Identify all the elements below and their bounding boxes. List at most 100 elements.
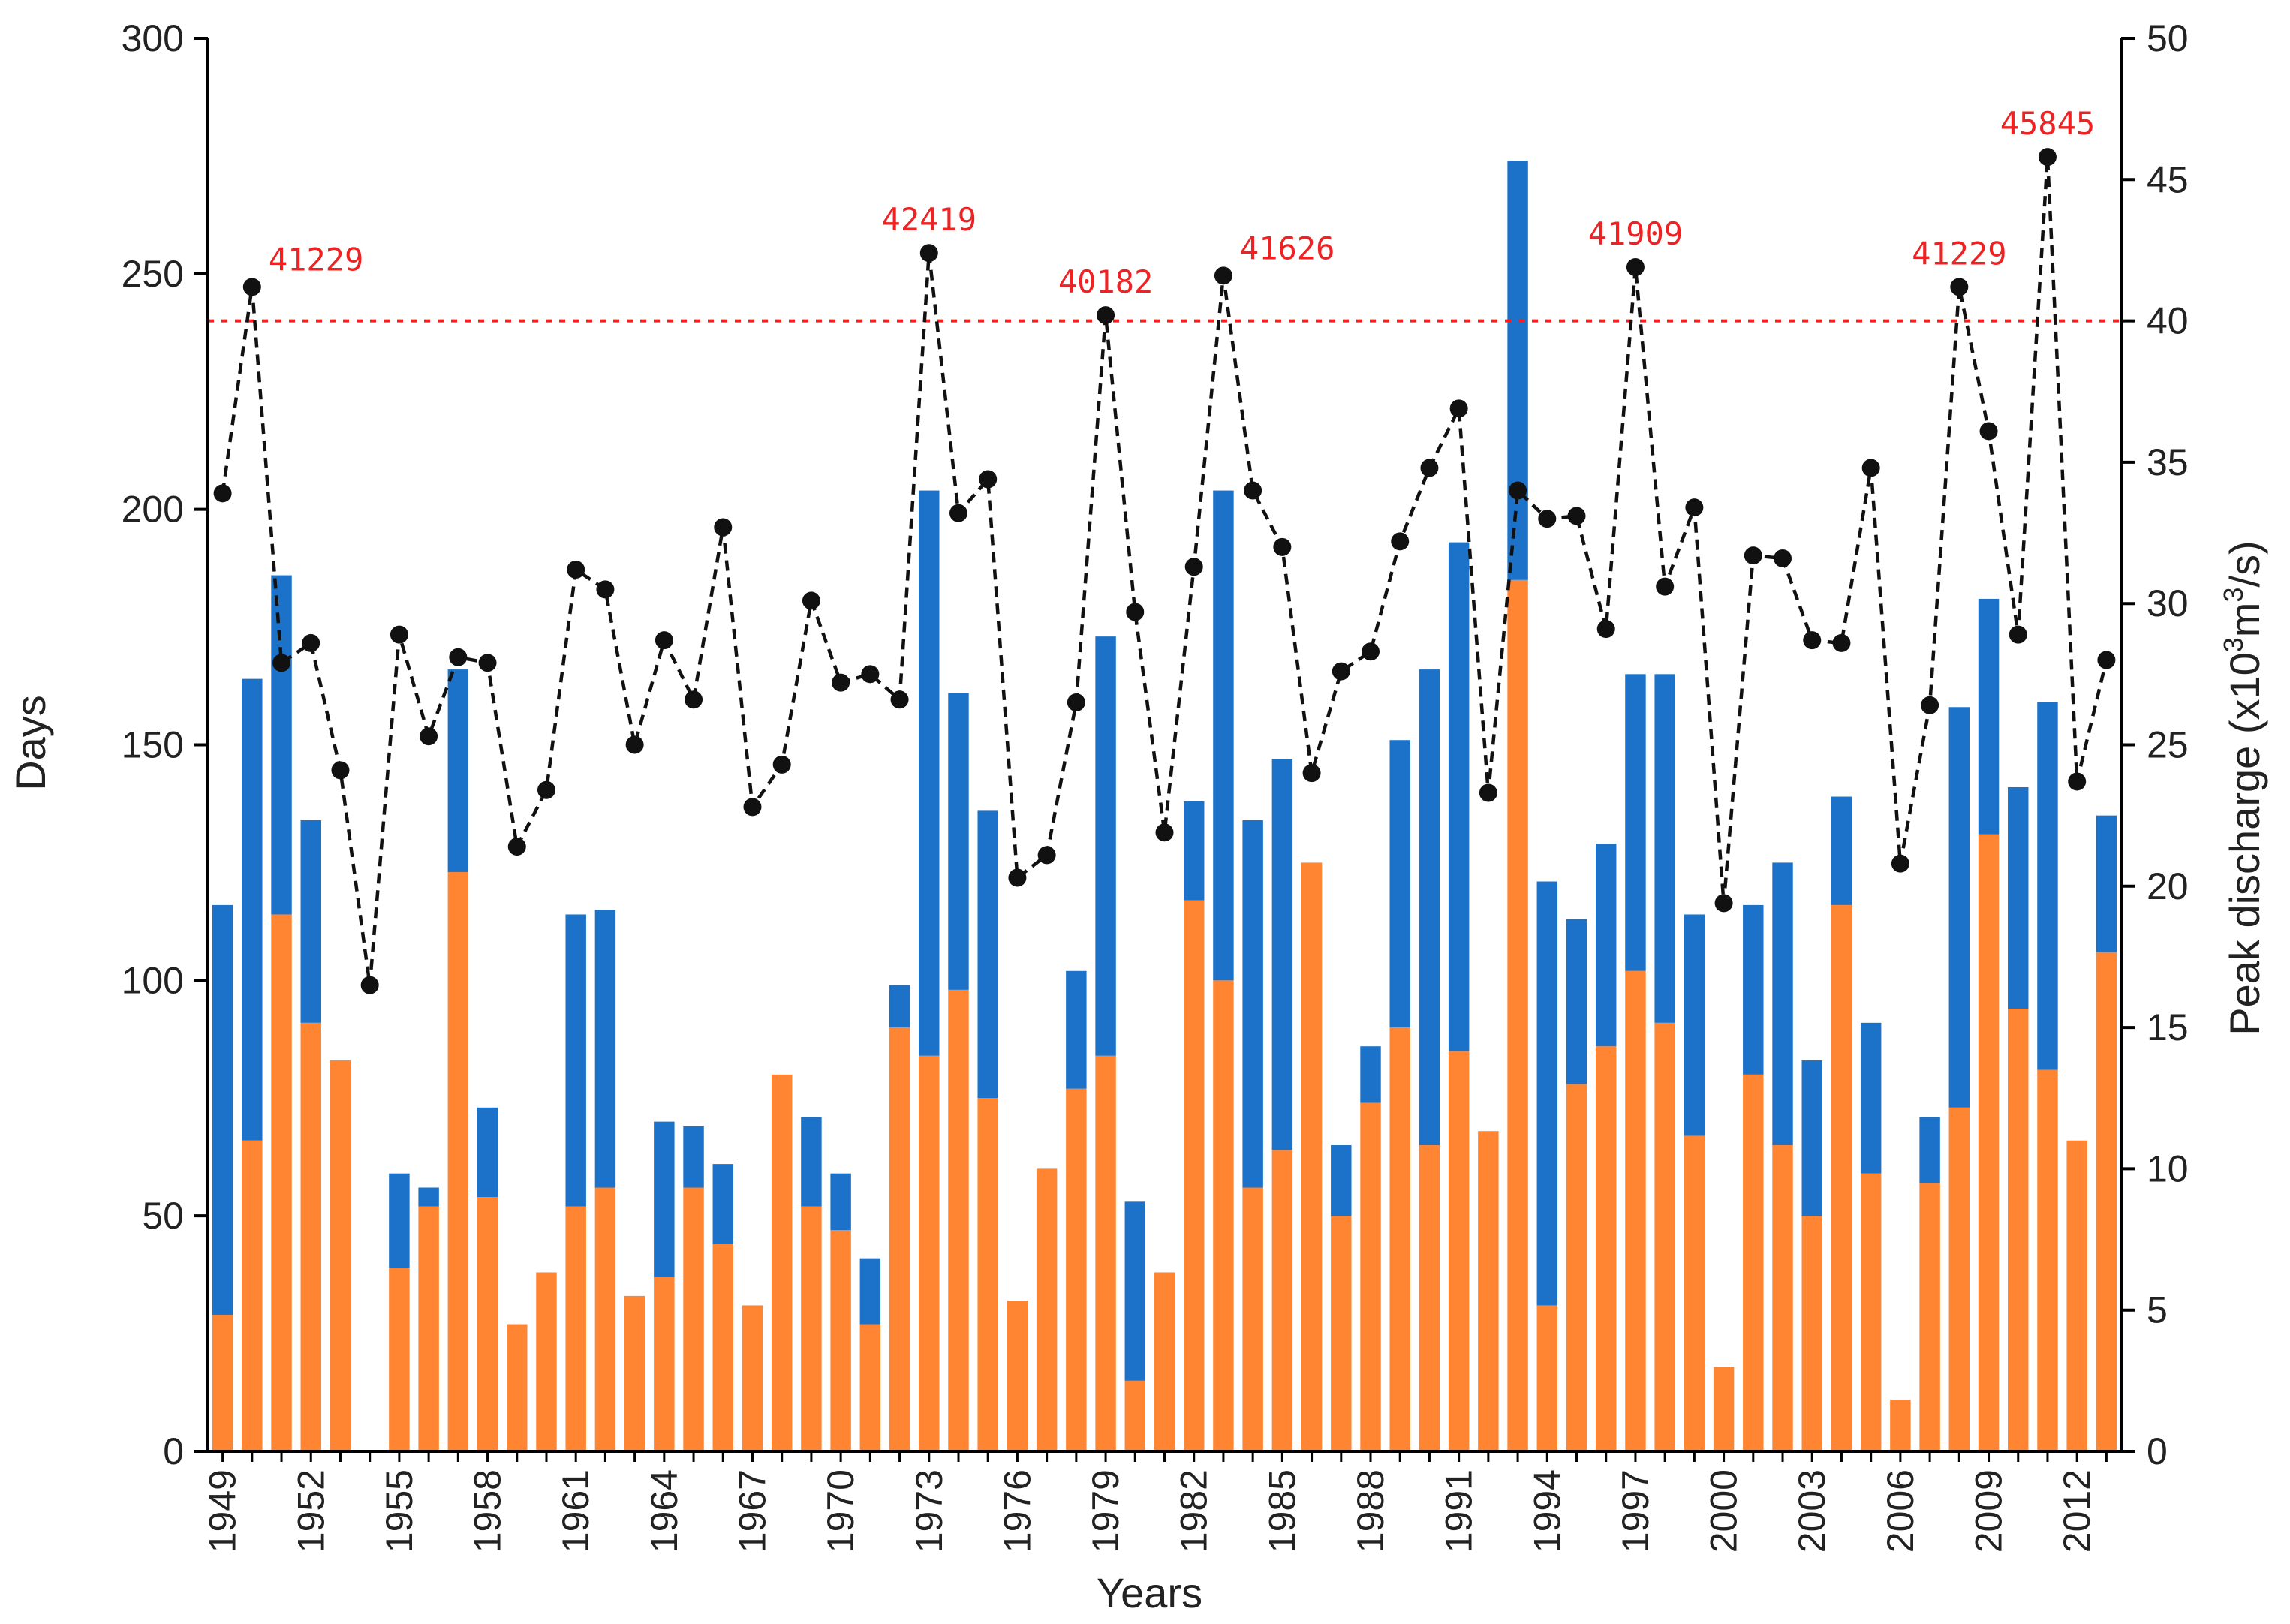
bar-orange-1956 — [418, 1206, 439, 1451]
bar-blue-1957 — [447, 669, 469, 872]
peak-point-1996 — [1596, 620, 1615, 639]
left-tick-label: 200 — [122, 489, 184, 531]
bar-orange-1981 — [1154, 1272, 1175, 1451]
bar-blue-1962 — [594, 910, 616, 1188]
peak-point-1956 — [420, 727, 438, 746]
bar-blue-1956 — [418, 1187, 439, 1207]
peak-point-1998 — [1656, 577, 1675, 596]
peak-point-1971 — [861, 665, 880, 684]
bar-blue-2008 — [1948, 707, 1970, 1108]
bar-blue-1955 — [389, 1173, 410, 1268]
peak-point-1994 — [1538, 510, 1557, 528]
bar-blue-2010 — [2008, 786, 2029, 1009]
bar-orange-1969 — [801, 1206, 822, 1451]
axes-group — [194, 37, 2135, 1462]
right-tick-label: 10 — [2147, 1147, 2189, 1189]
bar-orange-2012 — [2066, 1140, 2087, 1451]
peak-annotation-1973: 42419 — [882, 201, 976, 238]
bar-blue-1972 — [889, 985, 910, 1028]
x-tick-label: 2009 — [1968, 1469, 2010, 1553]
bar-orange-1971 — [859, 1324, 881, 1451]
bar-blue-1966 — [712, 1164, 733, 1244]
bar-orange-2005 — [1860, 1173, 1882, 1451]
bar-blue-2005 — [1860, 1022, 1882, 1174]
bar-blue-1991 — [1448, 542, 1470, 1051]
peak-line-group — [213, 148, 2116, 994]
bar-orange-1990 — [1419, 1145, 1440, 1451]
bar-orange-1961 — [565, 1206, 586, 1451]
label-part: Peak discharge (x10 — [2221, 652, 2268, 1036]
superscript: 3 — [2218, 637, 2249, 652]
right-tick-label: 45 — [2147, 158, 2189, 200]
right-tick-label: 50 — [2147, 17, 2189, 59]
bar-orange-1963 — [624, 1295, 645, 1451]
bar-orange-2000 — [1713, 1367, 1735, 1451]
bar-orange-1998 — [1654, 1022, 1675, 1451]
bar-orange-1976 — [1007, 1301, 1028, 1451]
peak-point-2008 — [1950, 278, 1969, 296]
peak-annotation-1979: 40182 — [1058, 263, 1153, 300]
peak-point-1961 — [567, 561, 585, 579]
bar-orange-1984 — [1242, 1187, 1263, 1451]
bar-orange-2007 — [1919, 1183, 1940, 1451]
bar-blue-1995 — [1566, 919, 1587, 1084]
bar-blue-2002 — [1772, 862, 1793, 1146]
peak-point-1995 — [1567, 507, 1586, 525]
bar-orange-1975 — [977, 1098, 998, 1451]
bar-orange-1988 — [1360, 1102, 1381, 1451]
x-tick-label: 1964 — [643, 1469, 685, 1553]
bar-orange-1995 — [1566, 1084, 1587, 1451]
bar-blue-1970 — [830, 1173, 851, 1230]
bar-orange-1972 — [889, 1027, 910, 1451]
bar-blue-1982 — [1183, 801, 1205, 901]
bar-orange-1974 — [948, 989, 969, 1451]
bar-blue-1997 — [1625, 674, 1646, 971]
left-tick-label: 250 — [122, 253, 184, 295]
peak-point-2010 — [2009, 625, 2027, 644]
bar-orange-1977 — [1036, 1168, 1058, 1451]
peak-annotation-2008: 41229 — [1912, 235, 2006, 272]
peak-point-2011 — [2038, 148, 2057, 167]
bar-orange-1955 — [389, 1268, 410, 1451]
peak-point-1959 — [507, 838, 526, 856]
bar-orange-2002 — [1772, 1145, 1793, 1451]
peak-point-1997 — [1626, 258, 1645, 277]
x-tick-label: 1958 — [467, 1469, 509, 1553]
peak-point-2007 — [1921, 696, 1939, 714]
left-tick-label: 150 — [122, 724, 184, 766]
bar-orange-1993 — [1507, 579, 1528, 1451]
bar-blue-1999 — [1684, 914, 1705, 1136]
x-tick-label: 1961 — [555, 1469, 597, 1553]
bar-orange-1949 — [212, 1314, 233, 1451]
peak-point-2006 — [1891, 854, 1909, 873]
bar-blue-1961 — [565, 914, 586, 1207]
peak-point-1960 — [537, 780, 555, 799]
peak-point-1984 — [1244, 481, 1262, 500]
superscript: 3 — [2218, 587, 2249, 602]
bar-orange-1987 — [1331, 1216, 1352, 1451]
left-tick-label: 300 — [122, 17, 184, 59]
bar-orange-1982 — [1183, 900, 1205, 1451]
x-tick-label: 1967 — [731, 1469, 773, 1553]
bar-blue-1993 — [1507, 161, 1528, 580]
peak-point-1957 — [449, 648, 468, 666]
peak-point-2003 — [1803, 631, 1822, 650]
bar-blue-1984 — [1242, 820, 1263, 1188]
peak-point-1966 — [714, 518, 733, 537]
bar-orange-2001 — [1743, 1074, 1764, 1451]
peak-point-1968 — [772, 755, 791, 774]
bar-blue-1990 — [1419, 669, 1440, 1146]
bar-blue-1983 — [1213, 490, 1234, 981]
right-tick-label: 30 — [2147, 582, 2189, 624]
bar-orange-1986 — [1301, 862, 1323, 1451]
peak-point-1980 — [1126, 603, 1145, 621]
bar-orange-2010 — [2008, 1008, 2029, 1451]
peak-point-1987 — [1332, 662, 1350, 681]
bar-orange-2011 — [2037, 1069, 2058, 1451]
bar-orange-2013 — [2096, 952, 2117, 1451]
bar-blue-1987 — [1331, 1145, 1352, 1216]
bar-blue-1964 — [654, 1121, 675, 1277]
x-tick-label: 2003 — [1791, 1469, 1833, 1553]
x-tick-label: 1991 — [1438, 1469, 1480, 1553]
peak-point-2000 — [1714, 894, 1733, 913]
